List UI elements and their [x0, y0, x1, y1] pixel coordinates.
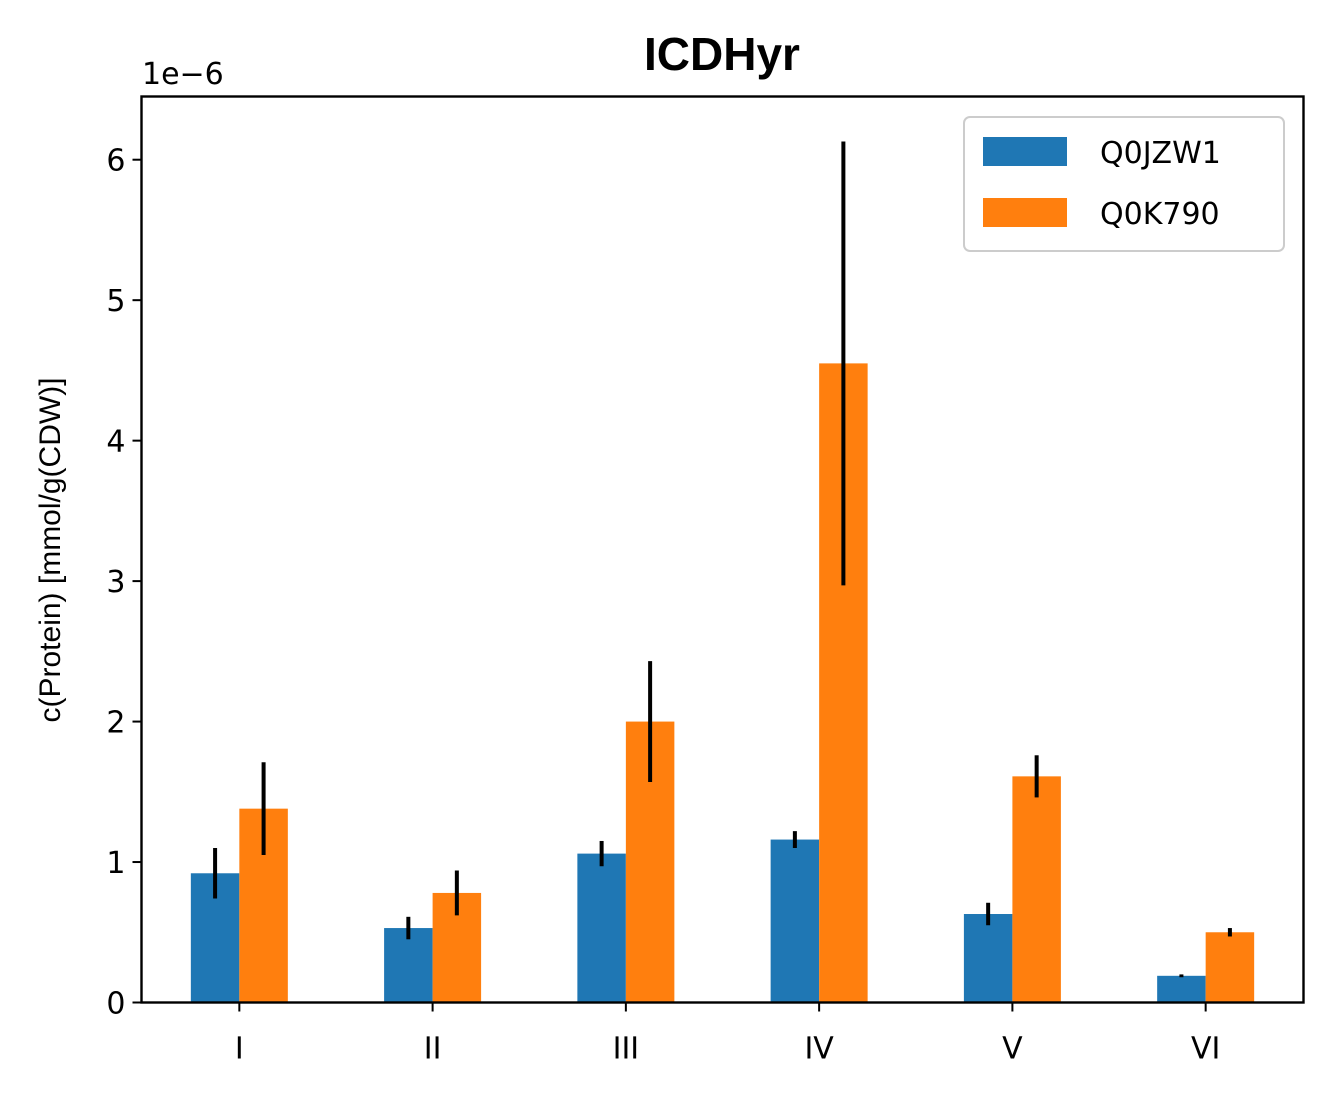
legend: Q0JZW1 Q0K790 — [963, 116, 1285, 252]
y-tick-label: 0 — [106, 987, 125, 1022]
bar-Q0JZW1-II — [384, 928, 433, 1003]
chart-title: ICDHyr — [644, 28, 800, 80]
y-tick-label: 5 — [106, 284, 125, 319]
y-axis-label: c(Protein) [mmol/g(CDW)] — [34, 377, 67, 722]
bar-Q0JZW1-IV — [770, 839, 820, 1003]
y-tick-label: 6 — [106, 144, 125, 179]
legend-swatch-Q0K790 — [983, 198, 1067, 227]
x-tick-label: V — [1002, 1032, 1023, 1067]
plot-frame — [140, 95, 1305, 1004]
x-tick-label: III — [613, 1032, 640, 1067]
legend-label: Q0K790 — [1100, 197, 1220, 232]
bar-Q0JZW1-V — [963, 914, 1013, 1003]
x-tick-label: II — [424, 1032, 442, 1067]
x-tick-label: I — [235, 1032, 244, 1067]
x-tick-label: VI — [1191, 1032, 1220, 1067]
bar-Q0K790-VI — [1205, 932, 1255, 1003]
x-tick-label: IV — [804, 1032, 834, 1067]
legend-label: Q0JZW1 — [1100, 136, 1221, 171]
y-tick-label: 2 — [106, 706, 125, 741]
legend-swatch-Q0JZW1 — [983, 137, 1067, 166]
y-tick-label: 1 — [106, 846, 125, 881]
y-offset-text: 1e−6 — [142, 57, 224, 92]
bar-Q0JZW1-VI — [1157, 975, 1206, 1003]
bar-Q0JZW1-III — [577, 853, 626, 1003]
bar-Q0K790-V — [1012, 776, 1061, 1003]
y-tick-label: 3 — [106, 565, 125, 600]
y-tick-label: 4 — [106, 425, 125, 460]
